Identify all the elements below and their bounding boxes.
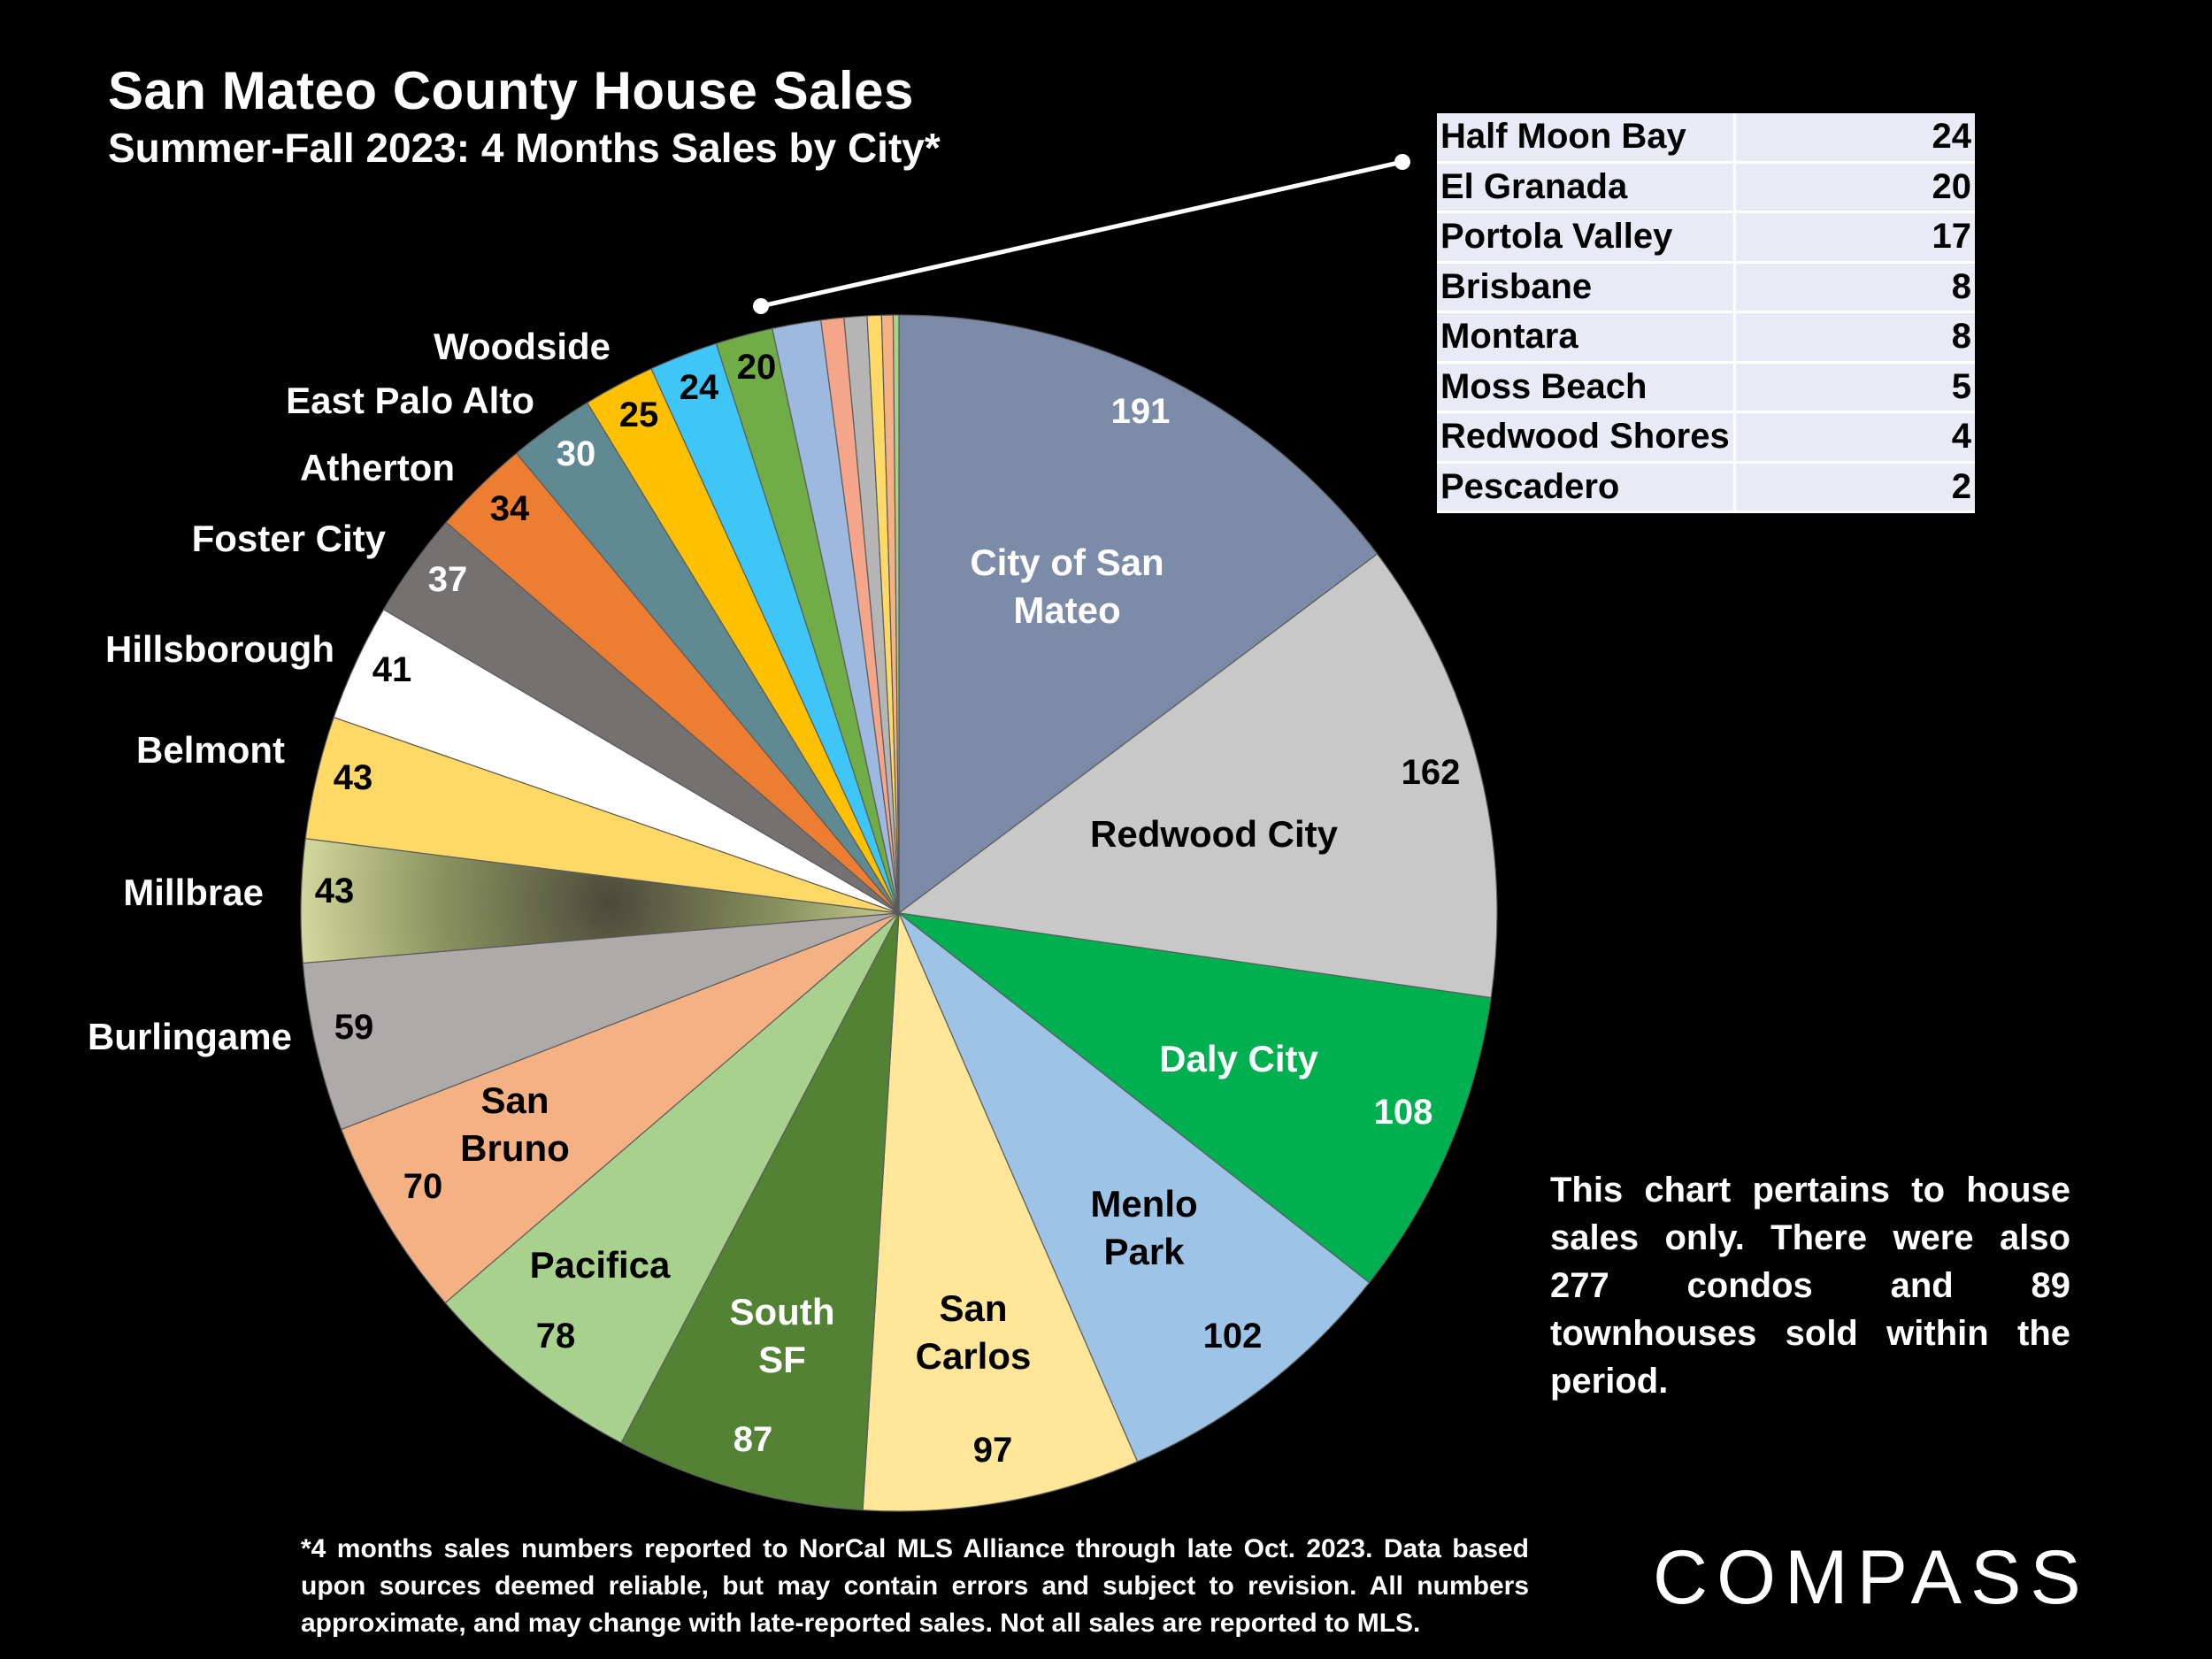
table-city-value: 17 (1734, 211, 1975, 264)
table-row: Pescadero 2 (1437, 462, 1975, 513)
chart-note: This chart pertains to house sales only.… (1550, 1171, 2070, 1401)
pie-name-label: SF (758, 1339, 806, 1380)
pie-value-label: 34 (490, 489, 530, 528)
table-city-value: 24 (1734, 113, 1975, 164)
pie-name-label: Hillsborough (105, 628, 334, 670)
pie-slice-daly-city (896, 912, 1492, 1284)
pie-value-label: 70 (403, 1167, 443, 1206)
pie-value-label: 191 (1111, 392, 1171, 431)
pie-name-label: Bruno (460, 1127, 570, 1169)
pie-value-label: 30 (557, 434, 596, 473)
table-city-name: Montara (1437, 311, 1736, 364)
pie-value-label: 43 (334, 758, 373, 797)
table-city-value: 5 (1734, 362, 1975, 413)
pie-name-label: Carlos (916, 1335, 1032, 1377)
pie-slice-city-of-san-mateo (898, 314, 1379, 915)
pie-value-label: 87 (733, 1420, 773, 1459)
small-cities-table: Half Moon Bay 24 El Granada 20 Portola Valle… (1437, 113, 1975, 513)
pie-slice-menlo-park (898, 912, 1371, 1463)
pie-slice-pacifica (444, 912, 900, 1444)
chart-subtitle: Summer-Fall 2023: 4 Months Sales by City… (108, 125, 941, 171)
pie-name-label: Millbrae (123, 872, 264, 913)
pie-name-label: San (480, 1079, 549, 1121)
table-city-name: El Granada (1437, 162, 1736, 213)
pie-name-label: Burlingame (88, 1016, 292, 1057)
table-row: El Granada 20 (1437, 162, 1975, 213)
pie-value-label: 41 (373, 650, 412, 689)
table-city-value: 4 (1734, 411, 1975, 464)
table-city-name: Brisbane (1437, 262, 1736, 313)
pie-name-label: Park (1103, 1231, 1185, 1272)
pie-name-label: Redwood City (1090, 813, 1339, 855)
table-city-name: Portola Valley (1437, 211, 1736, 264)
table-row: Redwood Shores 4 (1437, 411, 1975, 464)
pie-value-label: 102 (1203, 1317, 1263, 1356)
table-row: Portola Valley 17 (1437, 211, 1975, 264)
table-row: Half Moon Bay 24 (1437, 113, 1975, 164)
callout-leader-line (753, 154, 1410, 314)
pie-slice-south-sf (620, 912, 900, 1511)
table-city-value: 20 (1734, 162, 1975, 213)
pie-value-label: 108 (1374, 1093, 1433, 1132)
pie-value-label: 43 (315, 872, 355, 910)
pie-name-label: South (730, 1291, 835, 1333)
pie-slice-burlingame (302, 912, 900, 1131)
table-row: Brisbane 8 (1437, 262, 1975, 313)
pie-name-label: East Palo Alto (286, 380, 534, 421)
table-city-name: Half Moon Bay (1437, 113, 1736, 164)
table-row: Montara 8 (1437, 311, 1975, 364)
table-row: Moss Beach 5 (1437, 362, 1975, 413)
table-city-name: Moss Beach (1437, 362, 1736, 413)
pie-value-label: 37 (428, 560, 468, 599)
footnote: *4 months sales numbers reported to NorC… (301, 1534, 1529, 1638)
table-city-value: 8 (1734, 311, 1975, 364)
pie-name-label: Woodside (434, 326, 611, 367)
pie-name-label: Belmont (136, 729, 285, 771)
pie-name-label: City of San (970, 541, 1164, 583)
pie-slice-pescadero (892, 314, 900, 914)
pie-value-label: 78 (536, 1317, 576, 1356)
pie-name-label: Foster City (192, 518, 387, 559)
pie-value-label: 25 (619, 396, 659, 434)
pie-name-label: San (939, 1287, 1007, 1329)
pie-name-label: Menlo (1090, 1183, 1197, 1225)
pie-name-label: Mateo (1013, 589, 1120, 631)
compass-logo: COMPASS (1653, 1535, 2090, 1619)
pie-slice-san-bruno (340, 912, 900, 1304)
pie-value-label: 20 (737, 348, 777, 387)
pie-name-label: Atherton (300, 447, 455, 488)
pie-value-label: 162 (1402, 753, 1461, 792)
pie-slice-san-carlos (862, 912, 1139, 1512)
pie-name-label: Pacifica (530, 1244, 671, 1286)
table-city-name: Pescadero (1437, 462, 1736, 513)
pie-value-label: 59 (334, 1008, 374, 1047)
pie-value-label: 24 (680, 368, 719, 407)
svg-text:COMPASS: COMPASS (1653, 1535, 2090, 1619)
pie-name-label: Daly City (1159, 1038, 1318, 1079)
table-city-name: Redwood Shores (1437, 411, 1736, 464)
table-city-value: 2 (1734, 462, 1975, 513)
pie-slice-redwood-city (897, 553, 1498, 999)
table-city-value: 8 (1734, 262, 1975, 313)
chart-title: San Mateo County House Sales (108, 61, 914, 120)
pie-value-label: 97 (973, 1431, 1013, 1470)
